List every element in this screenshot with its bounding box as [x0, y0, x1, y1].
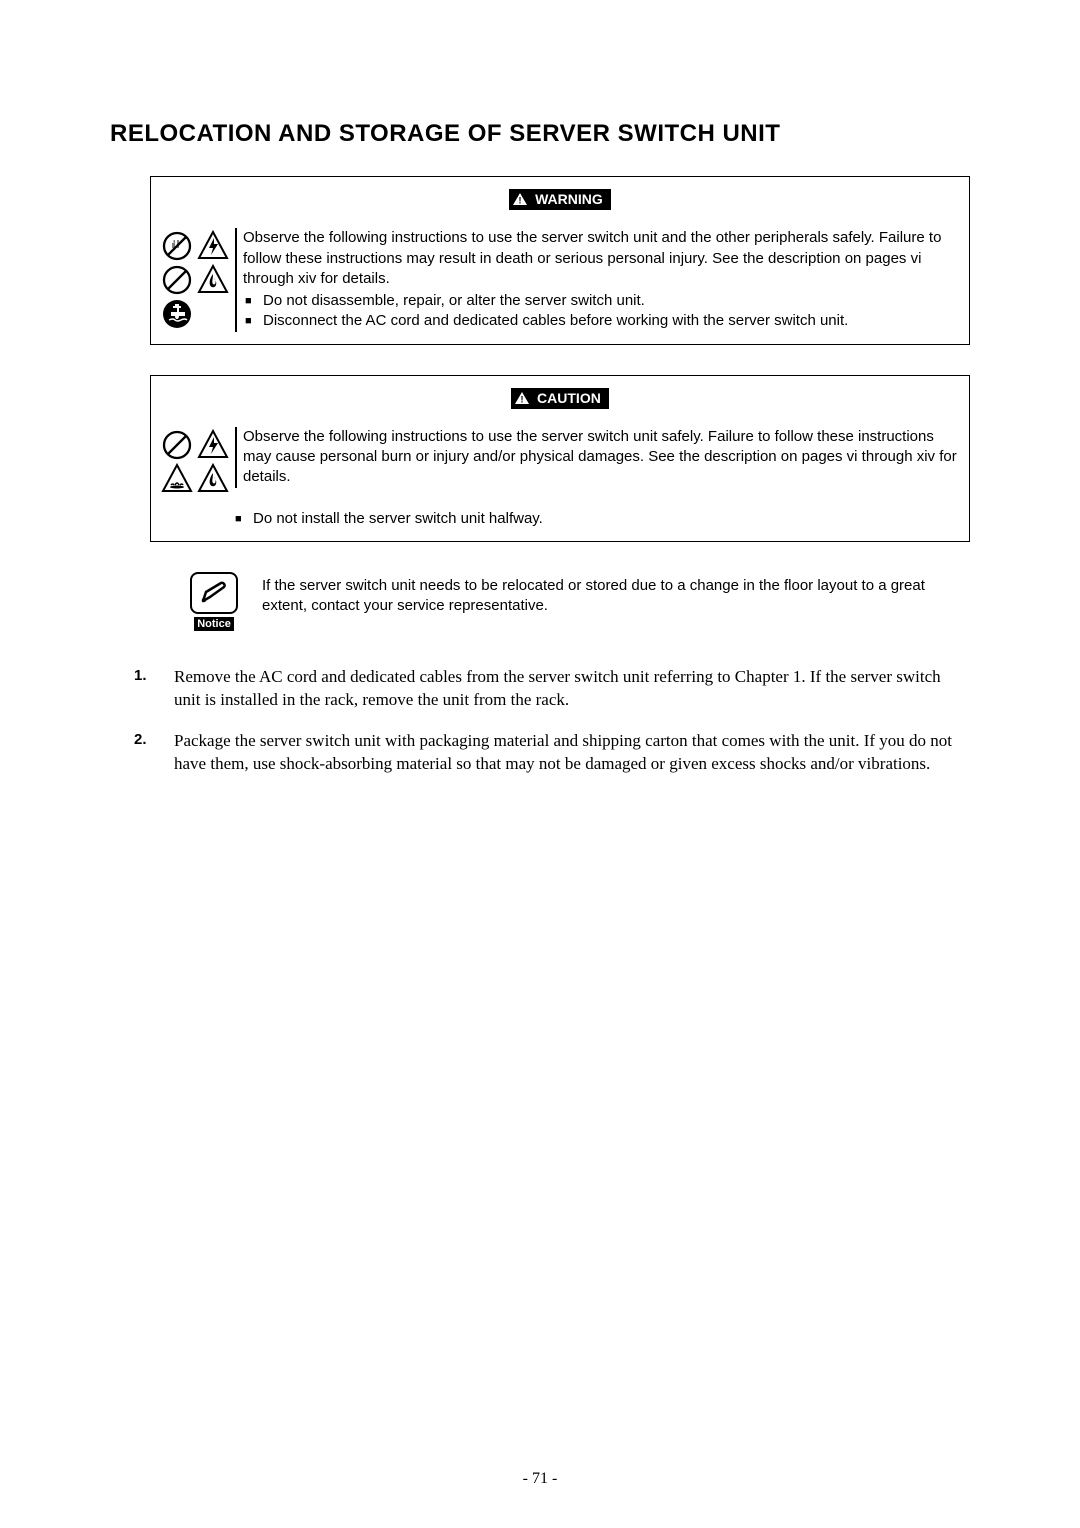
notice-block: Notice If the server switch unit needs t…	[190, 572, 970, 632]
caution-label-text: CAUTION	[537, 390, 601, 406]
fire-hazard-icon	[197, 264, 229, 296]
step-2: 2. Package the server switch unit with p…	[134, 730, 970, 776]
step-1-number: 1.	[134, 666, 147, 686]
warning-content: Observe the following instructions to us…	[161, 228, 959, 331]
caution-content: Observe the following instructions to us…	[161, 427, 959, 495]
warning-box: ! WARNING	[150, 176, 970, 345]
warning-label-row: ! WARNING	[161, 189, 959, 210]
step-1-text: Remove the AC cord and dedicated cables …	[174, 667, 941, 709]
caution-box: ! CAUTION Observe the	[150, 375, 970, 543]
notice-label: Notice	[194, 617, 234, 631]
page-number: - 71 -	[0, 1470, 1080, 1488]
notice-icon-wrap: Notice	[190, 572, 238, 632]
step-2-text: Package the server switch unit with pack…	[174, 731, 952, 773]
steps-list: 1. Remove the AC cord and dedicated cabl…	[134, 666, 970, 776]
caution-icons	[161, 427, 231, 495]
warning-text-col: Observe the following instructions to us…	[235, 228, 959, 331]
warning-text: Observe the following instructions to us…	[243, 228, 959, 289]
step-2-number: 2.	[134, 730, 147, 750]
prohibit-icon	[161, 264, 193, 296]
document-page: RELOCATION AND STORAGE OF SERVER SWITCH …	[0, 0, 1080, 834]
electric-shock-icon	[197, 429, 229, 461]
page-title: RELOCATION AND STORAGE OF SERVER SWITCH …	[110, 120, 970, 148]
electric-shock-icon	[197, 230, 229, 262]
warning-bullets: Do not disassemble, repair, or alter the…	[243, 291, 959, 332]
alert-triangle-icon: !	[515, 391, 529, 407]
svg-text:!: !	[521, 394, 524, 404]
prohibit-icon	[161, 429, 193, 461]
warning-label-text: WARNING	[535, 191, 603, 207]
warning-bullet-1: Do not disassemble, repair, or alter the…	[243, 291, 959, 311]
unplug-icon	[161, 298, 193, 330]
warning-bullet-2: Disconnect the AC cord and dedicated cab…	[243, 311, 959, 331]
fire-hazard-icon	[197, 463, 229, 495]
caution-bullet: Do not install the server switch unit ha…	[233, 509, 959, 529]
notice-text: If the server switch unit needs to be re…	[262, 572, 970, 617]
svg-text:!: !	[519, 196, 522, 206]
prohibit-touch-icon	[161, 230, 193, 262]
alert-triangle-icon: !	[513, 192, 527, 208]
step-1: 1. Remove the AC cord and dedicated cabl…	[134, 666, 970, 712]
smoke-hazard-icon	[161, 463, 193, 495]
caution-label: ! CAUTION	[511, 388, 609, 409]
warning-icons	[161, 228, 231, 330]
caution-label-row: ! CAUTION	[161, 388, 959, 409]
caution-text: Observe the following instructions to us…	[243, 427, 959, 488]
pen-icon	[197, 579, 231, 607]
pen-icon-box	[190, 572, 238, 614]
caution-text-col: Observe the following instructions to us…	[235, 427, 959, 488]
warning-label: ! WARNING	[509, 189, 611, 210]
